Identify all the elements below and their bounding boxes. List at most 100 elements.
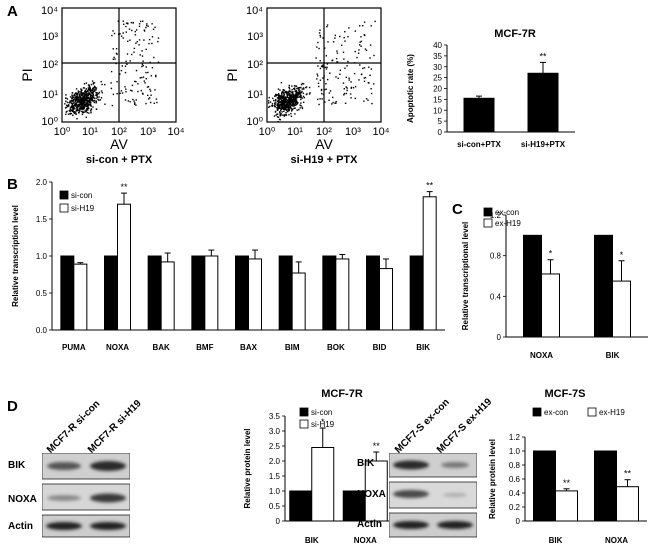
flow-dot xyxy=(276,116,279,118)
flow-dot xyxy=(136,29,138,31)
flow-dot xyxy=(125,22,128,24)
flow-dot xyxy=(83,111,86,113)
flow-dot xyxy=(90,89,92,91)
bar xyxy=(335,258,350,331)
flow-dot xyxy=(331,103,333,105)
flow-dot xyxy=(72,109,74,111)
flow-dot xyxy=(95,102,97,104)
flow-dot xyxy=(289,93,291,95)
category-label: BAK xyxy=(152,343,170,352)
flow-dot xyxy=(81,110,83,113)
flow-dot xyxy=(286,101,289,104)
chart-transcription-c: 0 0.4 0.8 1.2 * NOXA * BIK Relative transcriptio… xyxy=(461,207,648,360)
flow-dot xyxy=(93,85,96,87)
flow-dot xyxy=(287,97,290,99)
flow-dot xyxy=(280,99,282,102)
flow-dot xyxy=(130,21,133,24)
flow-dot xyxy=(300,86,302,89)
flow-dot xyxy=(90,92,92,94)
flow-caption: si-H19 + PTX xyxy=(291,154,359,166)
flow-dot xyxy=(367,99,369,101)
flow-dot xyxy=(283,110,285,112)
chart-title: MCF-7R xyxy=(494,28,536,40)
flow-dot xyxy=(283,101,285,103)
flow-dot xyxy=(73,112,76,114)
bar xyxy=(612,280,631,338)
legend-label: si-H19 xyxy=(311,420,335,429)
bar xyxy=(248,258,262,331)
flow-dot xyxy=(363,67,366,69)
flow-dot xyxy=(295,95,297,97)
flow-dot xyxy=(299,107,301,109)
flow-dot xyxy=(77,109,79,112)
flow-dot xyxy=(82,108,84,111)
flow-dot xyxy=(96,96,99,98)
flow-dot xyxy=(363,80,366,82)
flow-dot xyxy=(282,91,284,93)
y-tick-label: 0 xyxy=(497,333,502,342)
flow-dot xyxy=(127,23,129,25)
flow-dot xyxy=(71,102,73,104)
flow-dot xyxy=(282,96,284,99)
flow-dot xyxy=(287,91,289,93)
flow-dot xyxy=(326,24,329,26)
flow-dot xyxy=(98,91,101,94)
flow-dot xyxy=(91,95,94,97)
flow-dot xyxy=(74,111,76,113)
flow-dot xyxy=(154,26,156,28)
flow-dot xyxy=(72,95,74,97)
flow-y-tick: 10⁰ xyxy=(41,116,58,128)
flow-dot xyxy=(359,64,361,66)
flow-dot xyxy=(326,66,328,68)
flow-dot xyxy=(119,92,121,94)
flow-dot xyxy=(292,105,294,107)
flow-dot xyxy=(292,96,294,98)
flow-dot xyxy=(344,102,347,104)
flow-dot xyxy=(75,113,77,115)
flow-dot xyxy=(285,107,287,109)
flow-dot xyxy=(290,98,293,100)
flow-dot xyxy=(142,65,144,67)
flow-y-tick: 10¹ xyxy=(247,89,263,101)
flow-dot xyxy=(298,91,300,93)
flow-dot xyxy=(133,47,136,50)
flow-dot xyxy=(157,40,159,43)
flow-dot xyxy=(90,105,92,107)
flow-dot xyxy=(274,102,276,104)
blot-row-label: NOXA xyxy=(357,489,386,500)
flow-dot xyxy=(299,94,302,96)
flow-dot xyxy=(319,98,321,100)
flow-dot xyxy=(81,94,83,96)
chart-protein-mcf7r: 0 0.5 1.0 1.5 2.0 2.5 3.0 3.5 * BIK ** NOXA Relative… xyxy=(243,388,392,545)
flow-dot xyxy=(139,77,141,79)
flow-dot xyxy=(151,23,153,25)
flow-dot xyxy=(356,56,358,59)
flow-dot xyxy=(301,106,303,108)
flow-dot xyxy=(294,96,296,99)
blot-row-label: BIK xyxy=(357,458,375,469)
flow-dot xyxy=(373,54,375,57)
chart-protein-mcf7s: 0 0.2 0.4 0.6 0.8 1.0 1.2 ** BIK ** NOXA Relative p… xyxy=(488,388,647,545)
flow-dot xyxy=(88,91,90,93)
flow-dot xyxy=(90,110,92,112)
flow-dot xyxy=(284,99,286,101)
y-tick-label: 0.6 xyxy=(509,475,521,484)
flow-dot xyxy=(83,102,85,104)
flow-dot xyxy=(77,92,80,94)
flow-dot xyxy=(274,103,276,106)
bar xyxy=(311,447,335,522)
flow-dot xyxy=(365,49,368,52)
flow-dot xyxy=(275,93,277,96)
flow-dot xyxy=(291,89,293,91)
flow-dot xyxy=(362,67,364,70)
flow-dot xyxy=(288,104,290,106)
flow-dot xyxy=(152,28,155,30)
flow-dot xyxy=(288,92,290,94)
flow-dot xyxy=(294,87,296,89)
flow-dot xyxy=(369,74,371,76)
flow-dot xyxy=(294,90,296,93)
flow-dot xyxy=(293,85,296,87)
significance-label: ** xyxy=(426,181,434,191)
flow-dot xyxy=(78,104,80,106)
y-axis-label: Relative protein level xyxy=(488,439,497,519)
